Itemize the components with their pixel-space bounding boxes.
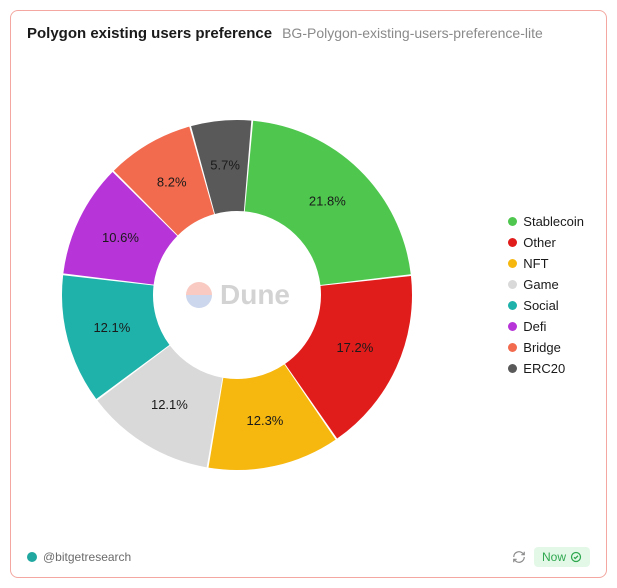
now-badge[interactable]: Now bbox=[534, 547, 590, 567]
legend-label: Defi bbox=[523, 319, 546, 334]
legend: Stablecoin Other NFT Game Social Defi Bridge ER… bbox=[508, 214, 584, 376]
legend-dot-icon bbox=[508, 364, 517, 373]
chart-card: Polygon existing users preference BG-Pol… bbox=[10, 10, 607, 578]
slice-label-defi: 10.6% bbox=[102, 229, 139, 244]
legend-item-game[interactable]: Game bbox=[508, 277, 584, 292]
legend-label: Stablecoin bbox=[523, 214, 584, 229]
legend-label: Bridge bbox=[523, 340, 561, 355]
chart-title: Polygon existing users preference bbox=[27, 25, 272, 42]
legend-dot-icon bbox=[508, 238, 517, 247]
legend-dot-icon bbox=[508, 280, 517, 289]
slice-label-game: 12.1% bbox=[151, 396, 188, 411]
legend-item-defi[interactable]: Defi bbox=[508, 319, 584, 334]
legend-label: Other bbox=[523, 235, 556, 250]
slice-label-nft: 12.3% bbox=[247, 412, 284, 427]
refresh-icon[interactable] bbox=[512, 550, 526, 564]
chart-area: 21.8% 17.2% 12.3% 12.1% 12.1% 10.6% 8.2% 5.7% D… bbox=[27, 48, 590, 541]
legend-label: Game bbox=[523, 277, 558, 292]
author-handle: @bitgetresearch bbox=[43, 550, 131, 564]
legend-dot-icon bbox=[508, 259, 517, 268]
slice-label-erc20: 5.7% bbox=[210, 157, 240, 172]
legend-dot-icon bbox=[508, 322, 517, 331]
chart-subtitle: BG-Polygon-existing-users-preference-lit… bbox=[282, 25, 543, 41]
footer-right: Now bbox=[512, 547, 590, 567]
author-link[interactable]: @bitgetresearch bbox=[27, 550, 131, 564]
legend-item-erc20[interactable]: ERC20 bbox=[508, 361, 584, 376]
check-circle-icon bbox=[570, 551, 582, 563]
legend-item-other[interactable]: Other bbox=[508, 235, 584, 250]
slice-label-social: 12.1% bbox=[93, 319, 130, 334]
slice-label-stablecoin: 21.8% bbox=[309, 193, 346, 208]
donut-chart: 21.8%17.2%12.3%12.1%12.1%10.6%8.2%5.7% D… bbox=[47, 105, 427, 485]
legend-dot-icon bbox=[508, 343, 517, 352]
card-footer: @bitgetresearch Now bbox=[27, 541, 590, 567]
slice-label-other: 17.2% bbox=[336, 340, 373, 355]
legend-item-bridge[interactable]: Bridge bbox=[508, 340, 584, 355]
now-label: Now bbox=[542, 550, 566, 564]
legend-item-nft[interactable]: NFT bbox=[508, 256, 584, 271]
legend-item-stablecoin[interactable]: Stablecoin bbox=[508, 214, 584, 229]
legend-dot-icon bbox=[508, 217, 517, 226]
author-avatar-dot bbox=[27, 552, 37, 562]
legend-label: NFT bbox=[523, 256, 548, 271]
legend-dot-icon bbox=[508, 301, 517, 310]
legend-item-social[interactable]: Social bbox=[508, 298, 584, 313]
legend-label: ERC20 bbox=[523, 361, 565, 376]
legend-label: Social bbox=[523, 298, 558, 313]
slice-label-bridge: 8.2% bbox=[157, 174, 187, 189]
card-header: Polygon existing users preference BG-Pol… bbox=[27, 25, 590, 42]
